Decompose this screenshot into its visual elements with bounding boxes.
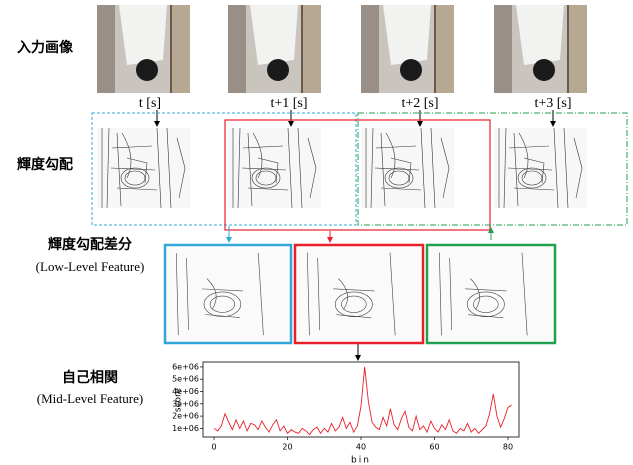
x-tick-label: 60 [429, 443, 439, 452]
x-tick-label: 80 [503, 443, 513, 452]
row-label: 自己相関 [62, 369, 118, 386]
x-axis-label: bin [351, 456, 371, 465]
time-label: t [s] [139, 96, 161, 111]
row-label: 輝度勾配差分 [48, 236, 132, 253]
y-tick-label: 2e+06 [172, 412, 199, 421]
y-tick-label: 5e+06 [172, 375, 199, 384]
gradient-images [97, 128, 587, 208]
x-tick-label: 20 [282, 443, 292, 452]
time-label: t+1 [s] [270, 96, 307, 111]
line-series [214, 367, 512, 435]
autocorr-chart: score bin 1e+062e+063e+064e+065e+066e+06… [172, 362, 519, 465]
diagram: 入力画像 輝度勾配 輝度勾配差分 (Low-Level Feature) 自己相… [0, 0, 633, 465]
time-label: t+2 [s] [401, 96, 438, 111]
row-label: 入力画像 [17, 39, 74, 56]
difference-images [165, 245, 555, 343]
time-label: t+3 [s] [534, 96, 571, 111]
row-sublabel: (Low-Level Feature) [36, 259, 145, 274]
row-label: 輝度勾配 [17, 156, 73, 173]
y-tick-label: 6e+06 [172, 362, 199, 371]
x-tick-label: 0 [211, 443, 216, 452]
x-tick-label: 40 [356, 443, 366, 452]
y-tick-label: 3e+06 [172, 399, 199, 408]
y-tick-label: 4e+06 [172, 387, 199, 396]
y-tick-label: 1e+06 [172, 424, 199, 433]
row-sublabel: (Mid-Level Feature) [37, 391, 143, 406]
plot-frame [203, 362, 519, 437]
input-images [97, 5, 587, 93]
